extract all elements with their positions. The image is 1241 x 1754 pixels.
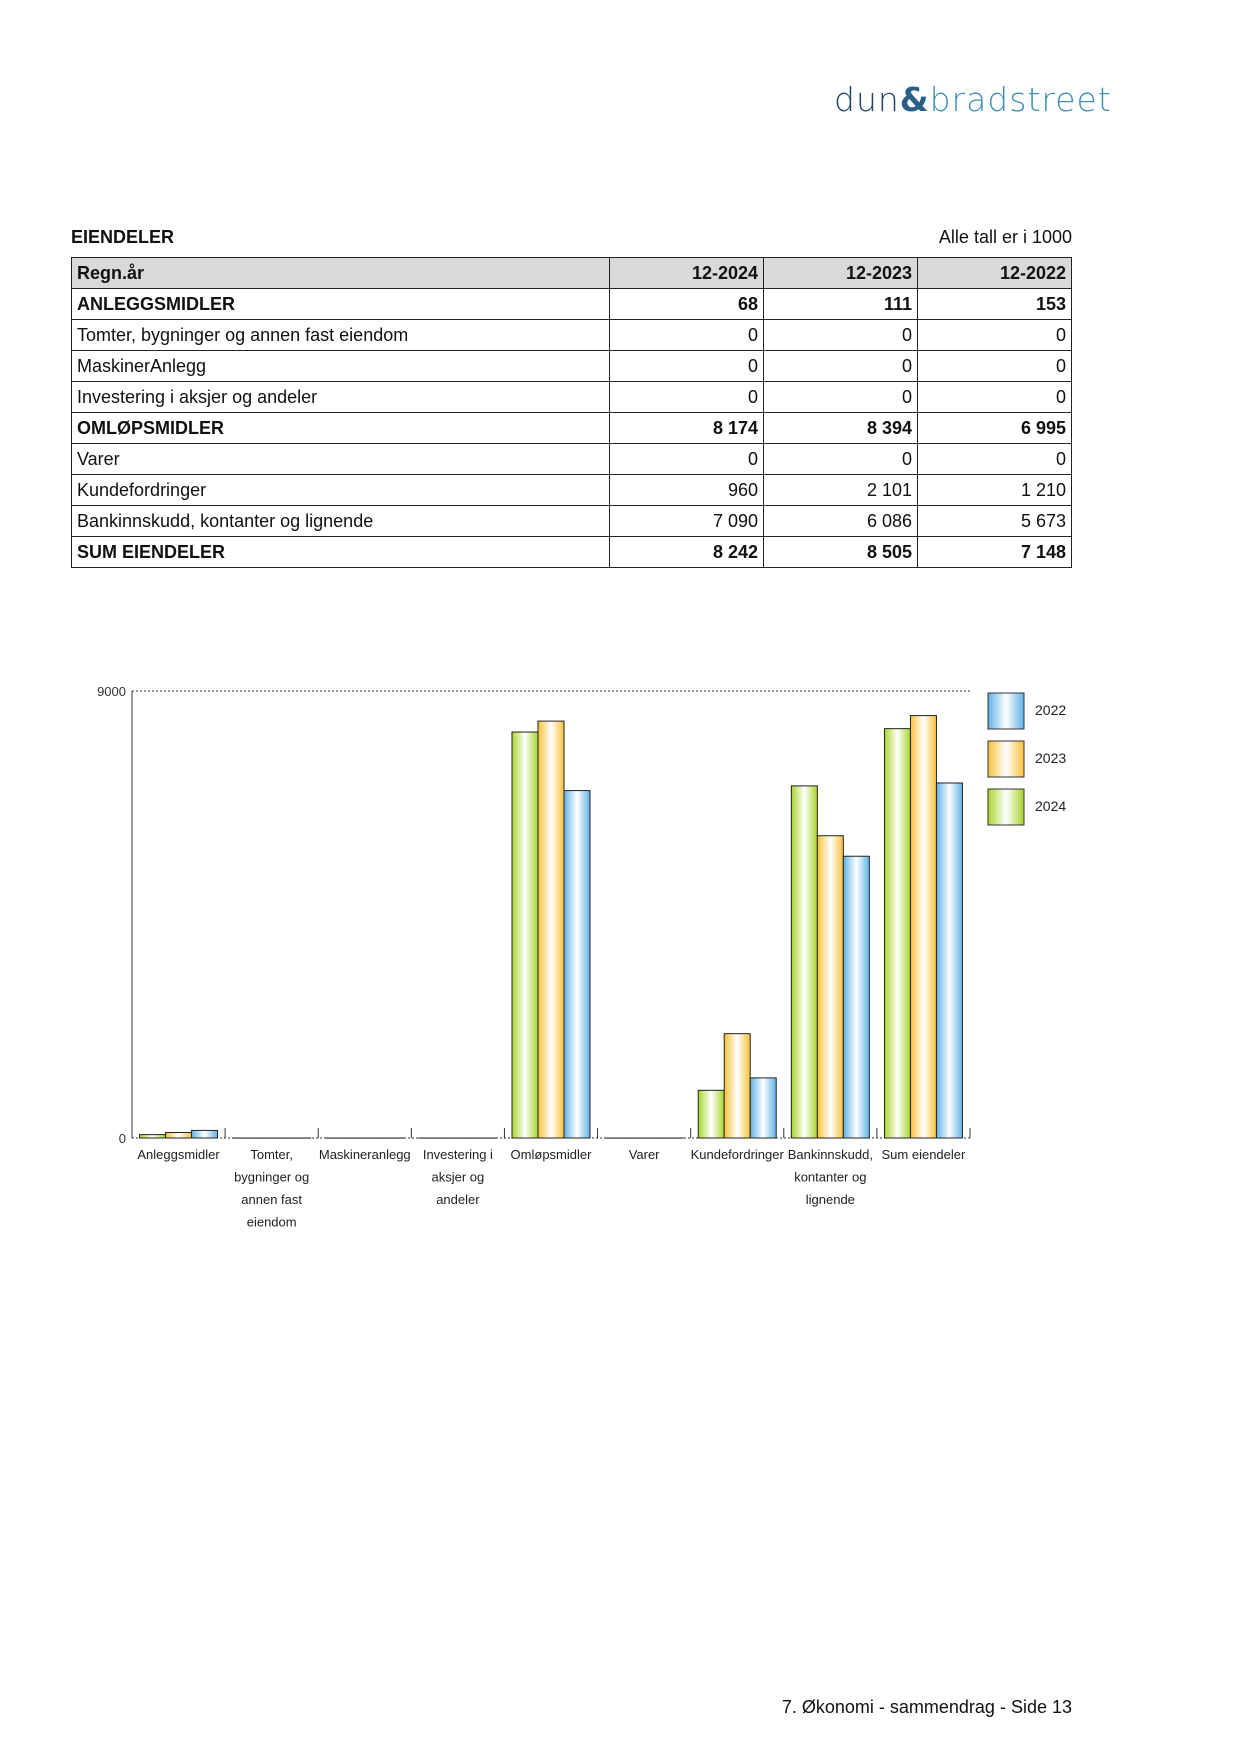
column-header: 12-2023 [763,257,918,289]
cell-value: 8 174 [609,412,764,444]
row-label: Kundefordringer [71,474,610,506]
bar-2023 [909,715,937,1139]
bar-2024 [697,1089,725,1139]
x-tick-label: Anleggsmidler [137,1147,220,1162]
cell-value: 8 242 [609,536,764,568]
bar-2023 [723,1033,751,1139]
legend-label: 2022 [1035,702,1066,718]
bar-2022 [749,1077,777,1139]
row-label: Tomter, bygninger og annen fast eiendom [71,319,610,351]
column-header: 12-2024 [609,257,764,289]
table-row: ANLEGGSMIDLER 68 111 153 [71,288,1072,320]
bar-2022 [935,782,963,1139]
x-tick-label: Sum eiendeler [882,1147,966,1162]
x-tick-label: annen fast [241,1192,302,1207]
assets-table: Regn.år 12-2024 12-2023 12-2022 ANLEGGSMIDLE… [71,257,1072,568]
legend-swatch-2023 [987,740,1025,778]
cell-value: 7 090 [609,505,764,537]
column-header: Regn.år [71,257,610,289]
row-label: ANLEGGSMIDLER [71,288,610,320]
legend-swatch-2022 [987,692,1025,730]
x-tick-label: lignende [806,1192,855,1207]
legend-label: 2023 [1035,750,1066,766]
table-row: Tomter, bygninger og annen fast eiendom 0… [71,319,1072,351]
table-header: Regn.år 12-2024 12-2023 12-2022 [71,257,1072,289]
cell-value: 153 [917,288,1072,320]
table-row: OMLØPSMIDLER 8 174 8 394 6 995 [71,412,1072,444]
cell-value: 8 394 [763,412,918,444]
x-tick-label: eiendom [247,1215,297,1230]
table-row: MaskinerAnlegg 0 0 0 [71,350,1072,382]
bar-2024 [790,785,818,1139]
x-tick-label: Kundefordringer [691,1147,785,1162]
cell-value: 0 [917,443,1072,475]
row-label: MaskinerAnlegg [71,350,610,382]
y-tick-label: 9000 [97,684,126,699]
cell-value: 7 148 [917,536,1072,568]
x-tick-label: aksjer og [432,1170,485,1185]
x-tick-label: kontanter og [794,1170,866,1185]
bar-2022 [191,1129,219,1139]
cell-value: 0 [763,443,918,475]
row-label: Bankinnskudd, kontanter og lignende [71,505,610,537]
bar-2024 [139,1134,167,1139]
x-tick-label: Omløpsmidler [511,1147,593,1162]
cell-value: 8 505 [763,536,918,568]
table-row: Varer 0 0 0 [71,443,1072,475]
legend-label: 2024 [1035,798,1066,814]
x-tick-label: Investering i [423,1147,493,1162]
y-tick-label: 0 [119,1131,126,1146]
bar-2023 [537,720,565,1139]
cell-value: 5 673 [917,505,1072,537]
legend-swatch-2024 [987,788,1025,826]
cell-value: 68 [609,288,764,320]
bar-2022 [842,855,870,1139]
row-label: OMLØPSMIDLER [71,412,610,444]
x-tick-label: Maskineranlegg [319,1147,411,1162]
unit-note: Alle tall er i 1000 [938,227,1072,247]
bar-2023 [165,1131,193,1139]
table-row: Kundefordringer 960 2 101 1 210 [71,474,1072,506]
row-label: Varer [71,443,610,475]
bar-2024 [511,731,539,1139]
x-tick-label: andeler [436,1192,480,1207]
dnb-logo: dun&bradstreet [834,80,1112,119]
x-tick-label: Varer [629,1147,660,1162]
cell-value: 0 [917,319,1072,351]
row-label: Investering i aksjer og andeler [71,381,610,413]
row-label: SUM EIENDELER [71,536,610,568]
cell-value: 6 995 [917,412,1072,444]
table-row: SUM EIENDELER 8 242 8 505 7 148 [71,536,1072,568]
column-header: 12-2022 [917,257,1072,289]
bar-2024 [883,728,911,1139]
page-footer: 7. Økonomi - sammendrag - Side 13 [781,1697,1072,1717]
section-title: EIENDELER [71,227,175,247]
x-tick-label: bygninger og [234,1170,309,1185]
bar-2022 [563,790,591,1139]
bar-2023 [816,835,844,1139]
x-tick-label: Bankinnskudd, [788,1147,873,1162]
x-tick-label: Tomter, [250,1147,293,1162]
cell-value: 0 [763,350,918,382]
cell-value: 2 101 [763,474,918,506]
